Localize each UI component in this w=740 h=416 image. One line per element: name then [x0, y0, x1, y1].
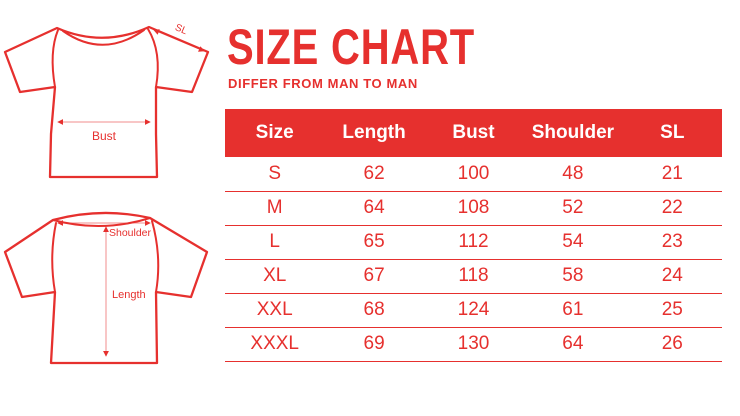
- cell-shoulder: 54: [523, 225, 623, 260]
- cell-length: 67: [324, 259, 424, 294]
- table-row-s: S 62 100 48 21: [225, 157, 722, 192]
- page-title: SIZE CHART: [227, 19, 475, 75]
- cell-length: 64: [324, 191, 424, 226]
- cell-sl: 26: [622, 327, 722, 362]
- cell-size: XXXL: [225, 327, 325, 362]
- table-row-xxl: XXL 68 124 61 25: [225, 293, 722, 328]
- cell-size: L: [225, 225, 325, 260]
- back-right-armhole-seam: [151, 220, 160, 293]
- cell-shoulder: 64: [523, 327, 623, 362]
- cell-bust: 108: [423, 191, 524, 226]
- sleeve-length-label: SL: [173, 22, 189, 37]
- cell-size: XXL: [225, 293, 325, 328]
- header-row: Size Length Bust Shoulder SL: [225, 109, 722, 157]
- cell-shoulder: 52: [523, 191, 623, 226]
- front-right-armhole-seam: [147, 28, 159, 88]
- cell-bust: 130: [423, 327, 524, 362]
- sleeve-length-arrow: [153, 29, 205, 52]
- cell-shoulder: 58: [523, 259, 623, 294]
- cell-bust: 124: [423, 293, 524, 328]
- cell-sl: 22: [622, 191, 722, 226]
- cell-bust: 100: [423, 157, 524, 192]
- size-table-body: S 62 100 48 21 M 64 108 52 22 L 65 112 5…: [225, 157, 722, 362]
- cell-sl: 24: [622, 259, 722, 294]
- cell-shoulder: 48: [523, 157, 623, 192]
- table-row-xl: XL 67 118 58 24: [225, 259, 722, 294]
- cell-length: 65: [324, 225, 424, 260]
- cell-size: XL: [225, 259, 325, 294]
- page-subtitle: DIFFER FROM MAN TO MAN: [228, 76, 418, 91]
- front-shirt-outline: [3, 25, 210, 179]
- col-header-sl: SL: [622, 109, 722, 157]
- front-shirt-diagram: Bust SL: [3, 22, 210, 179]
- cell-length: 68: [324, 293, 424, 328]
- cell-shoulder: 61: [523, 293, 623, 328]
- table-row-m: M 64 108 52 22: [225, 191, 722, 226]
- col-header-bust: Bust: [423, 109, 524, 157]
- cell-size: S: [225, 157, 325, 192]
- cell-bust: 112: [423, 225, 524, 260]
- cell-length: 69: [324, 327, 424, 362]
- col-header-shoulder: Shoulder: [523, 109, 623, 157]
- cell-size: M: [225, 191, 325, 226]
- size-table-header: Size Length Bust Shoulder SL: [225, 109, 722, 157]
- back-left-armhole-seam: [51, 222, 57, 293]
- cell-length: 62: [324, 157, 424, 192]
- table-row-xxxl: XXXL 69 130 64 26: [225, 327, 722, 362]
- bust-label: Bust: [92, 129, 117, 143]
- front-collar-inner: [62, 29, 145, 46]
- shoulder-label: Shoulder: [109, 227, 152, 239]
- cell-bust: 118: [423, 259, 524, 294]
- col-header-size: Size: [225, 109, 325, 157]
- col-header-length: Length: [324, 109, 424, 157]
- back-shirt-diagram: Shoulder Length: [3, 211, 209, 365]
- cell-sl: 21: [622, 157, 722, 192]
- length-label: Length: [112, 289, 146, 301]
- size-table: Size Length Bust Shoulder SL S 62 100 48…: [225, 109, 722, 362]
- cell-sl: 23: [622, 225, 722, 260]
- front-left-armhole-seam: [51, 29, 59, 88]
- table-row-l: L 65 112 54 23: [225, 225, 722, 260]
- cell-sl: 25: [622, 293, 722, 328]
